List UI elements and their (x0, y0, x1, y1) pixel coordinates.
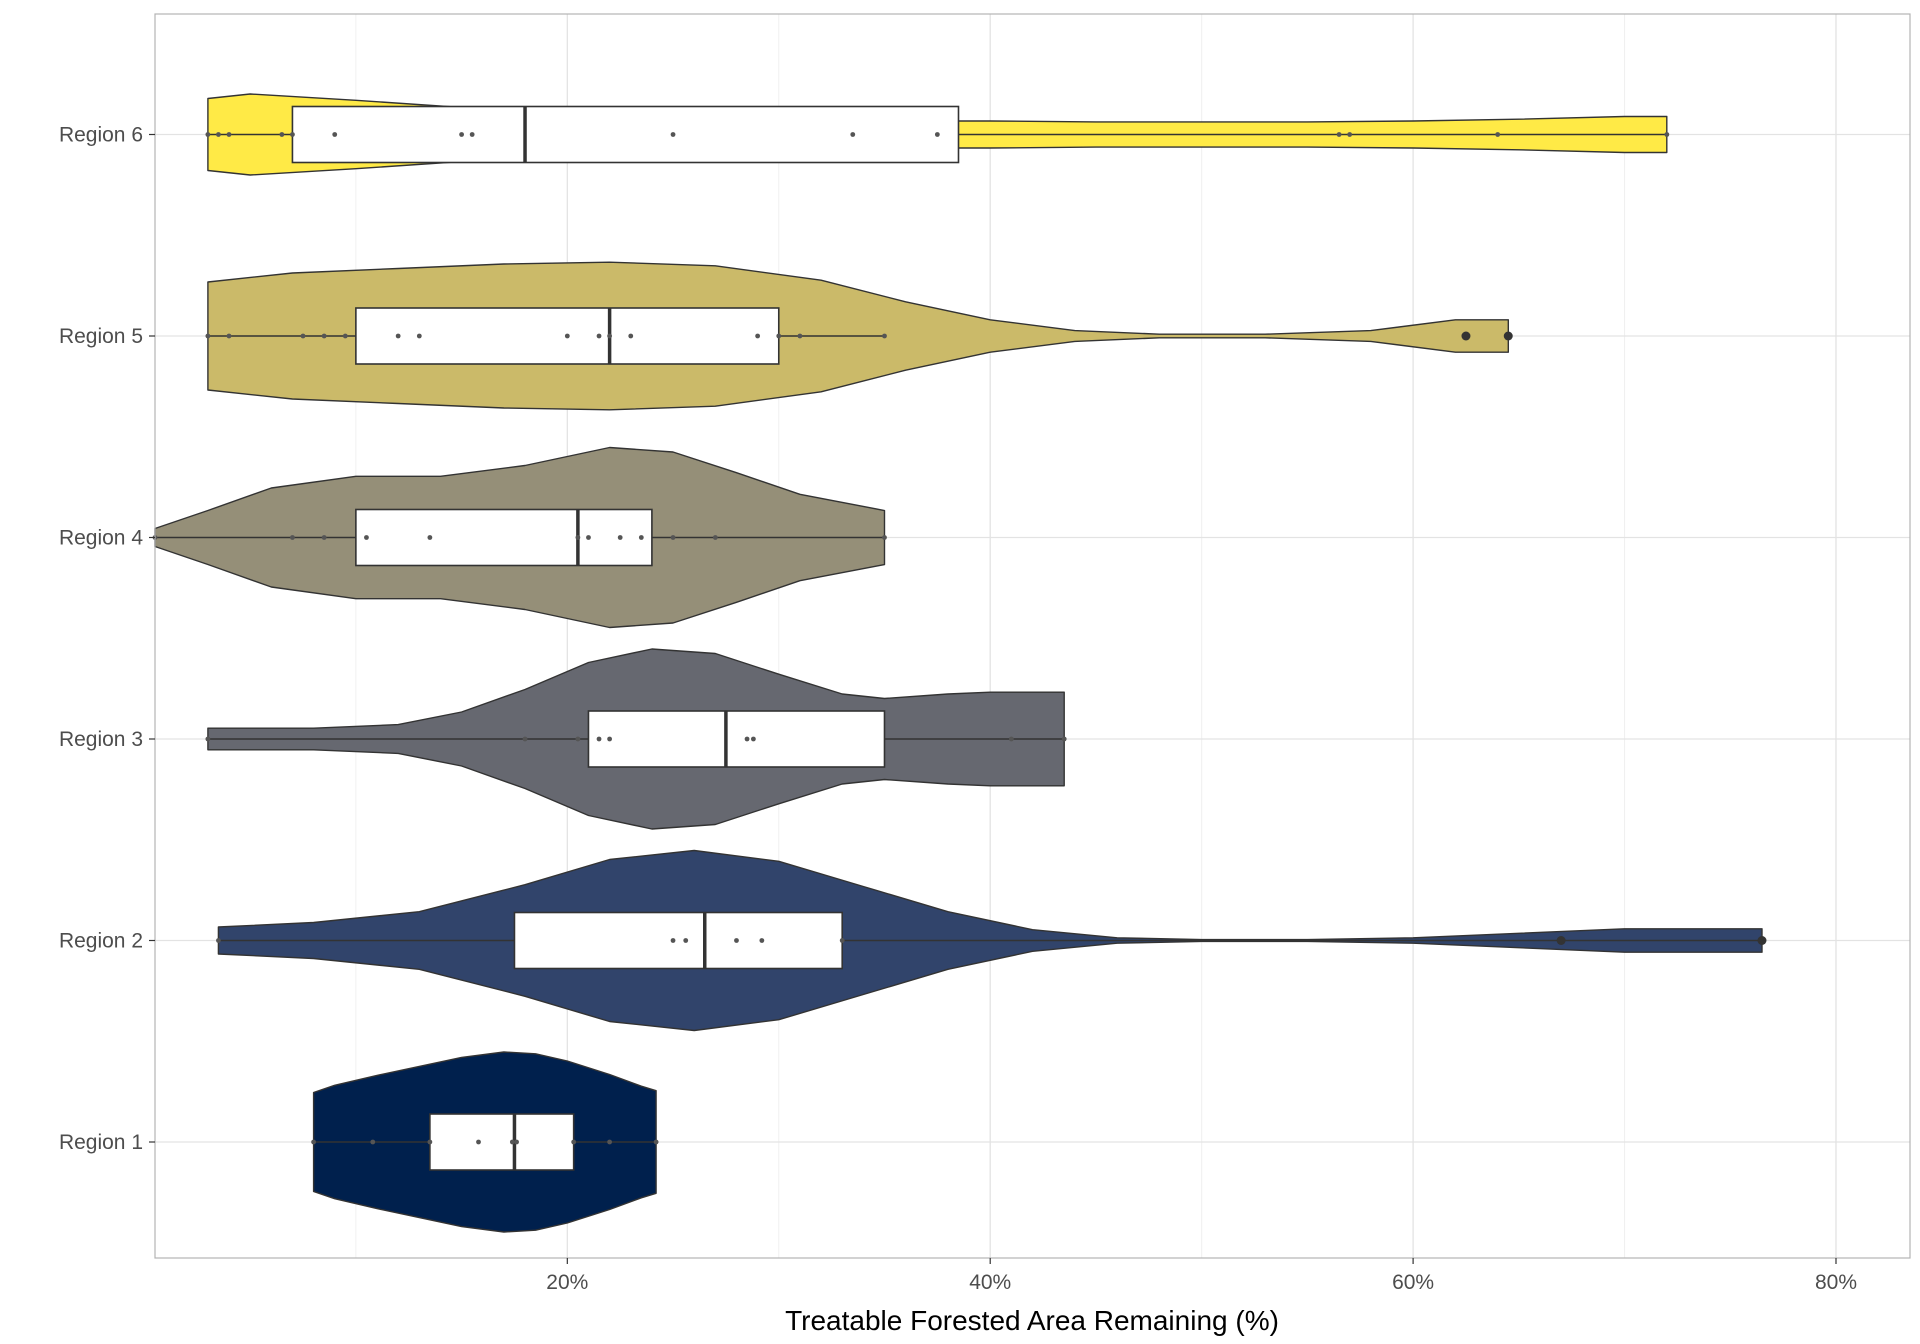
data-point (744, 736, 750, 742)
y-tick-label: Region 5 (59, 325, 143, 348)
data-point (1336, 132, 1342, 137)
box-region-5 (355, 307, 780, 365)
data-point (1061, 736, 1067, 742)
data-point (1664, 132, 1670, 137)
data-point (882, 333, 887, 339)
data-point (364, 535, 369, 540)
data-point (522, 736, 528, 742)
data-point (564, 333, 570, 339)
data-point (575, 736, 581, 742)
box-region-1 (429, 1113, 575, 1171)
data-point (607, 1139, 613, 1145)
data-points (152, 132, 1767, 1145)
data-point (934, 132, 940, 137)
box-region-2 (513, 911, 843, 970)
data-point (205, 333, 211, 339)
outlier-point (1556, 936, 1566, 945)
data-point (370, 1139, 376, 1145)
data-point (342, 333, 348, 339)
data-point (279, 132, 285, 137)
data-point (759, 938, 765, 943)
data-point (575, 535, 581, 540)
data-point (607, 333, 613, 339)
x-tick-label: 80% (1815, 1271, 1857, 1294)
data-point (416, 333, 422, 339)
data-point (205, 736, 211, 742)
data-point (216, 938, 221, 943)
data-point (290, 132, 295, 137)
box-region-6 (291, 105, 960, 164)
data-point (321, 535, 327, 540)
data-point (670, 535, 676, 540)
data-point (882, 535, 887, 540)
x-tick-label: 60% (1392, 1271, 1434, 1294)
y-tick-label: Region 4 (59, 527, 143, 550)
data-point (226, 333, 232, 339)
data-point (683, 938, 689, 943)
data-point (586, 535, 591, 540)
boxplots (155, 105, 1762, 1171)
data-point (755, 333, 761, 339)
data-point (427, 535, 433, 540)
data-point (300, 333, 306, 339)
data-point (216, 132, 221, 137)
data-point (734, 938, 739, 943)
data-point (628, 333, 634, 339)
data-point (332, 132, 338, 137)
data-point (395, 333, 401, 339)
data-point (571, 1139, 577, 1145)
data-point (617, 535, 623, 540)
outlier-point (1461, 331, 1471, 341)
x-axis-title: Treatable Forested Area Remaining (%) (785, 1305, 1279, 1336)
data-point (596, 333, 602, 339)
data-point (311, 1139, 316, 1145)
y-tick-label: Region 3 (59, 728, 143, 751)
data-point (850, 132, 856, 137)
data-point (476, 1139, 481, 1145)
data-point (670, 132, 676, 137)
x-tick-label: 40% (969, 1271, 1011, 1294)
data-point (776, 333, 782, 339)
y-tick-label: Region 2 (59, 930, 143, 953)
data-point (596, 736, 602, 742)
data-point (290, 535, 295, 540)
data-point (509, 1139, 515, 1145)
box-region-3 (587, 710, 886, 768)
data-point (607, 736, 613, 742)
data-point (653, 1139, 659, 1145)
data-point (205, 132, 211, 137)
data-point (839, 938, 845, 943)
data-point (459, 132, 464, 137)
data-point (321, 333, 327, 339)
data-point (1008, 736, 1014, 742)
y-tick-label: Region 6 (59, 124, 143, 147)
data-point (1347, 132, 1353, 137)
x-axis: 20% 40% 60% 80% (546, 1258, 1857, 1294)
x-tick-label: 20% (546, 1271, 588, 1294)
y-axis: Region 1 Region 2 Region 3 Region 4 Region 5… (59, 124, 155, 1154)
data-point (750, 736, 756, 742)
box-region-4 (355, 508, 653, 567)
data-point (712, 535, 718, 540)
data-point (469, 132, 475, 137)
outlier-point (1757, 936, 1767, 945)
data-point (226, 132, 232, 137)
y-tick-label: Region 1 (59, 1131, 143, 1154)
outlier-point (1503, 331, 1513, 341)
panel-border (154, 13, 1911, 1259)
data-point (638, 535, 644, 540)
data-point (670, 938, 676, 943)
data-point (797, 333, 803, 339)
data-point (514, 1139, 519, 1145)
data-point (427, 1139, 433, 1145)
data-point (1495, 132, 1501, 137)
